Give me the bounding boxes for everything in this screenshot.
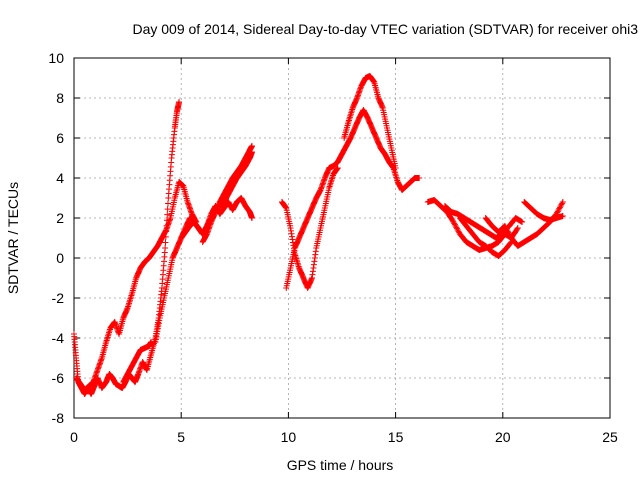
series-s9 — [341, 73, 399, 171]
data-point — [519, 219, 526, 225]
data-point — [504, 227, 511, 233]
y-tick-label: 2 — [56, 210, 64, 226]
series-s3 — [120, 339, 155, 385]
data-point — [453, 224, 460, 231]
x-tick-label: 5 — [177, 429, 185, 445]
y-tick-label: -6 — [52, 370, 65, 386]
x-tick-label: 15 — [388, 429, 404, 445]
x-tick-label: 10 — [281, 429, 297, 445]
data-point — [162, 245, 169, 251]
y-tick-label: 10 — [48, 50, 64, 66]
data-point — [248, 143, 255, 149]
data-point — [416, 175, 423, 181]
data-point — [451, 221, 458, 228]
series-s13 — [482, 199, 566, 249]
data-point — [556, 204, 563, 211]
y-tick-label: -4 — [52, 330, 65, 346]
data-point — [452, 223, 459, 229]
data-point — [559, 200, 566, 207]
data-point — [504, 228, 511, 235]
x-tick-label: 20 — [495, 429, 511, 445]
data-point — [450, 219, 457, 225]
data-point — [392, 165, 399, 171]
axis-ticks: 0 5 10 15 20 25 -8 -6 -4 -2 0 2 4 6 8 10 — [48, 50, 618, 445]
data-points — [71, 73, 566, 397]
data-point — [514, 226, 521, 233]
x-axis-label: GPS time / hours — [287, 457, 394, 473]
data-point — [176, 99, 183, 105]
data-point — [559, 213, 566, 219]
data-point — [164, 211, 171, 218]
y-tick-label: -2 — [52, 290, 65, 306]
data-point — [559, 199, 566, 205]
chart-title: Day 009 of 2014, Sidereal Day-to-day VTE… — [132, 21, 638, 37]
data-point — [506, 232, 513, 239]
grid-lines — [74, 58, 610, 418]
series-s11 — [441, 203, 526, 241]
x-tick-label: 25 — [602, 429, 618, 445]
y-tick-label: 4 — [56, 170, 64, 186]
series-s12 — [456, 215, 515, 259]
plot-frame — [73, 57, 611, 419]
data-point — [164, 200, 171, 207]
data-point — [554, 209, 561, 216]
data-point — [505, 229, 512, 236]
data-point — [502, 224, 509, 231]
data-point — [501, 223, 508, 229]
y-tick-label: 8 — [56, 90, 64, 106]
y-tick-label: 0 — [56, 250, 64, 266]
y-tick-label: 6 — [56, 130, 64, 146]
series-s6 — [199, 143, 255, 245]
series-s4 — [152, 149, 255, 345]
data-point — [555, 207, 562, 213]
data-point — [557, 203, 564, 209]
data-point — [454, 225, 461, 232]
data-point — [455, 228, 462, 235]
data-point — [454, 227, 461, 233]
data-point — [334, 165, 341, 171]
data-point — [514, 225, 521, 231]
x-tick-label: 0 — [70, 429, 78, 445]
data-point — [556, 205, 563, 212]
y-tick-label: -8 — [52, 410, 65, 426]
y-axis-label: SDTVAR / TECUs — [5, 182, 21, 294]
series-s8 — [283, 107, 423, 291]
data-point — [554, 208, 561, 215]
data-point — [503, 225, 510, 232]
data-point — [558, 201, 565, 208]
data-point — [451, 220, 458, 227]
series-s1 — [71, 99, 183, 397]
data-point — [162, 239, 169, 246]
data-point — [248, 215, 255, 221]
series-s14 — [521, 199, 566, 223]
data-point — [506, 231, 513, 237]
